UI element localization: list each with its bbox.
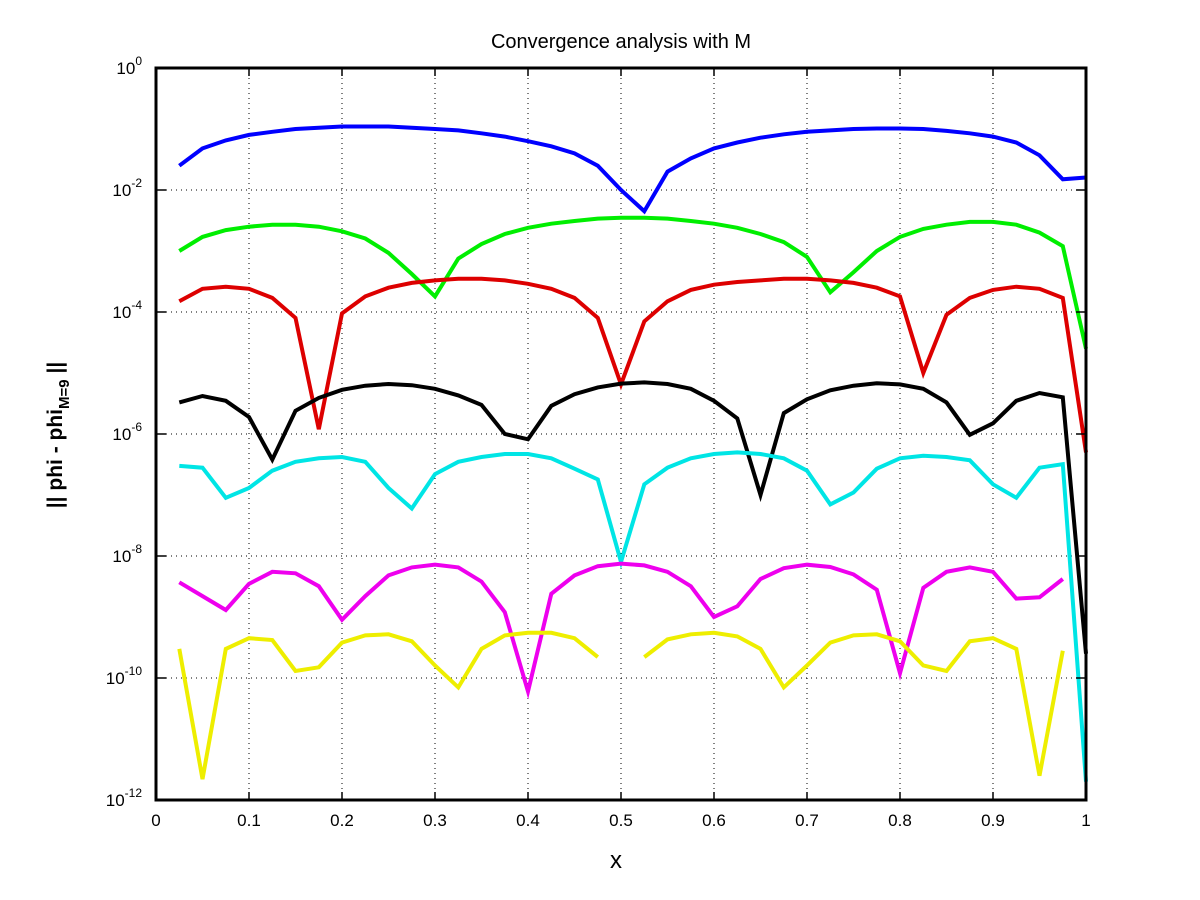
x-tick-label: 0.2: [330, 811, 354, 830]
y-tick-label-base: 10: [112, 425, 131, 444]
x-tick-label: 1: [1081, 811, 1090, 830]
series-line-7: [177, 630, 600, 780]
y-tick-label-base: 10: [112, 547, 131, 566]
x-axis-label: x: [610, 847, 622, 874]
y-tick-label-base: 10: [106, 791, 125, 810]
y-tick-label-exponent: -2: [131, 176, 142, 190]
x-tick-label: 0.4: [516, 811, 540, 830]
y-tick-label: 10-8: [112, 542, 142, 566]
chart-title: Convergence analysis with M: [491, 31, 751, 53]
y-tick-label-base: 10: [106, 669, 125, 688]
y-tick-label-base: 10: [116, 59, 135, 78]
series-line-7: [643, 630, 1065, 777]
x-tick-label: 0.6: [702, 811, 726, 830]
y-tick-label-exponent: -12: [125, 786, 143, 800]
y-tick-label: 100: [116, 54, 142, 78]
x-tick-label: 0.1: [237, 811, 261, 830]
y-tick-label-exponent: 0: [135, 54, 142, 68]
series-line-2: [178, 215, 1088, 350]
y-tick-label-base: 10: [112, 181, 131, 200]
y-tick-label-base: 10: [112, 303, 131, 322]
x-tick-label: 0: [151, 811, 160, 830]
series-line-4: [178, 380, 1088, 654]
x-tick-label: 0.5: [609, 811, 633, 830]
x-axis-ticks: 0 0.1 0.2 0.3 0.4 0.5 0.6 0.7 0.8 0.9 1: [151, 68, 1091, 830]
series-line-5: [179, 450, 1088, 782]
y-tick-label-exponent: -8: [131, 542, 142, 556]
x-tick-label: 0.3: [423, 811, 447, 830]
y-tick-label: 10-12: [106, 786, 143, 810]
y-axis-label-main: || phi - phi: [44, 409, 67, 508]
y-axis-label-subscript: M=9: [56, 379, 73, 409]
x-tick-label: 0.8: [888, 811, 912, 830]
y-tick-label: 10-6: [112, 420, 142, 444]
y-tick-label: 10-10: [106, 664, 143, 688]
series-line-6: [178, 561, 1065, 700]
y-tick-label-exponent: -4: [131, 298, 142, 312]
y-axis-label-suffix: ||: [44, 362, 67, 380]
y-tick-label-exponent: -10: [125, 664, 143, 678]
y-tick-label-exponent: -6: [131, 420, 142, 434]
x-tick-label: 0.7: [795, 811, 819, 830]
y-tick-label: 10-2: [112, 176, 142, 200]
series-lines: [177, 124, 1088, 782]
x-tick-label: 0.9: [981, 811, 1005, 830]
y-axis-label: || phi - phiM=9 ||: [44, 362, 73, 508]
series-line-1: [178, 124, 1087, 215]
y-tick-label: 10-4: [112, 298, 142, 322]
series-line-3: [178, 276, 1088, 453]
